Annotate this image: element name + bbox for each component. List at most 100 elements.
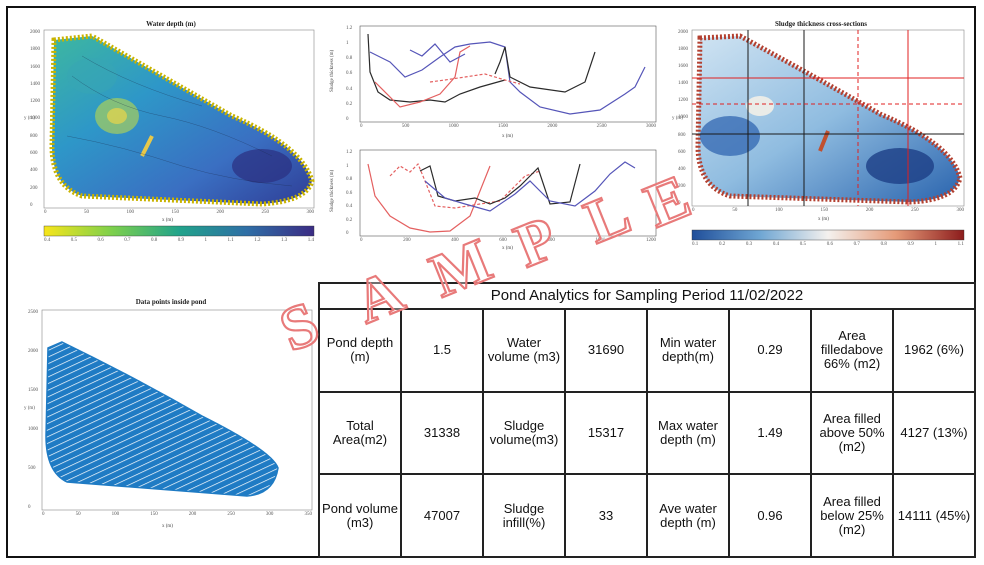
x-tick: 300 (265, 512, 274, 517)
data-points-plot (41, 309, 313, 511)
colorbar-tick: 0.7 (853, 242, 860, 247)
y-tick: 1200 (678, 98, 688, 104)
metric-value: 15317 (564, 390, 648, 476)
water-depth-map (43, 29, 315, 237)
data-points-ylabel: y (m) (24, 406, 35, 411)
colorbar-tick: 0.6 (826, 242, 833, 247)
y-tick: 0 (346, 231, 349, 236)
metric-value: 31338 (400, 390, 484, 476)
x-tick: 350 (304, 512, 312, 517)
analytics-title: Pond Analytics for Sampling Period 11/02… (318, 282, 976, 310)
colorbar-tick: 1.4 (307, 238, 314, 243)
table-row: Pond volume (m3) 47007 Sludge infill(%) … (318, 473, 976, 558)
water-depth-colorbar (43, 225, 315, 237)
metric-value: 4127 (13%) (892, 390, 976, 476)
cross-section-bottom-xlabel: x (m) (502, 246, 513, 251)
cross-section-top-ylabel: Sludge thickness (m) (330, 49, 335, 92)
water-depth-ylabel: y (m) (24, 116, 35, 121)
y-tick: 0.4 (346, 204, 353, 209)
metric-value: 1.49 (728, 390, 812, 476)
y-tick: 1000 (30, 116, 40, 122)
metric-value: 33 (564, 473, 648, 558)
x-tick: 800 (547, 238, 555, 243)
metric-value: 47007 (400, 473, 484, 558)
y-tick: 1500 (28, 388, 38, 393)
metric-label: Sludge infill(%) (482, 473, 566, 558)
y-tick: 0.2 (346, 101, 353, 107)
water-depth-colorbar-ticks: 0.4 0.5 0.6 0.7 0.8 0.9 1 1.1 1.2 1.3 1.… (44, 238, 314, 243)
y-tick: 800 (30, 133, 38, 139)
y-tick: 1400 (678, 81, 688, 87)
y-tick: 1800 (678, 47, 688, 53)
sludge-thickness-panel: Sludge thickness cross-sections (670, 16, 972, 252)
x-tick: 1000 (595, 238, 606, 243)
y-tick: 2500 (28, 310, 38, 315)
y-tick: 1200 (30, 99, 40, 105)
x-tick: 150 (150, 512, 158, 517)
data-points-xticks: 0 50 100 150 200 250 300 350 (42, 512, 312, 517)
metric-value: 31690 (564, 308, 648, 393)
metric-label: Total Area(m2) (318, 390, 402, 476)
y-tick: 1000 (28, 427, 38, 432)
sludge-thickness-xticks: 0 50 100 150 200 250 300 (692, 208, 964, 213)
sludge-colorbar (691, 229, 965, 241)
x-tick: 200 (216, 210, 225, 215)
cross-section-top-xticks: 0 500 1000 1500 2000 2500 3000 (360, 124, 656, 129)
x-tick: 50 (732, 208, 738, 213)
y-tick: 1.2 (346, 26, 353, 31)
colorbar-tick: 1.2 (254, 238, 261, 243)
x-tick: 2500 (596, 124, 607, 129)
x-tick: 200 (865, 208, 874, 213)
sludge-thickness-xlabel: x (m) (818, 217, 829, 222)
cross-section-bottom-panel: Sludge thickness (m) 0 200 400 600 800 1… (330, 146, 660, 256)
y-tick: 0 (30, 202, 33, 208)
colorbar-tick: 0.3 (745, 242, 753, 247)
x-tick: 600 (499, 238, 507, 243)
x-tick: 250 (261, 210, 270, 215)
y-tick: 1400 (30, 81, 40, 87)
x-tick: 0 (692, 208, 695, 213)
sludge-thickness-map (691, 29, 965, 241)
x-tick: 1200 (645, 238, 656, 243)
metric-label: Min water depth(m) (646, 308, 730, 393)
x-tick: 1500 (497, 124, 508, 129)
metric-value: 14111 (45%) (892, 473, 976, 558)
x-tick: 150 (820, 208, 828, 213)
colorbar-tick: 1.3 (281, 238, 288, 243)
colorbar-tick: 0.2 (718, 242, 726, 247)
colorbar-tick: 1.1 (957, 242, 964, 247)
metric-label: Water volume (m3) (482, 308, 566, 393)
colorbar-tick: 1 (934, 242, 937, 247)
metric-value: 0.96 (728, 473, 812, 558)
colorbar-tick: 1 (204, 238, 208, 243)
x-tick: 2000 (547, 124, 558, 129)
y-tick: 2000 (28, 349, 38, 354)
metric-label: Pond depth (m) (318, 308, 402, 393)
colorbar-tick: 0.7 (124, 238, 131, 243)
metric-label: Area filled below 25% (m2) (810, 473, 894, 558)
x-tick: 500 (401, 124, 410, 129)
x-tick: 100 (775, 208, 783, 213)
data-points-xlabel: x (m) (162, 524, 173, 529)
colorbar-tick: 0.4 (44, 238, 51, 243)
report-frame: Water depth (m) (6, 6, 976, 558)
x-tick: 50 (84, 210, 89, 215)
colorbar-tick: 0.6 (97, 238, 104, 243)
y-tick: 2000 (30, 30, 40, 35)
y-tick: 2000 (678, 30, 688, 35)
x-tick: 300 (956, 208, 964, 213)
table-row: Pond depth (m) 1.5 Water volume (m3) 316… (318, 308, 976, 393)
sludge-thickness-title: Sludge thickness cross-sections (774, 20, 868, 28)
water-depth-panel: Water depth (m) (22, 16, 320, 248)
table-row: Total Area(m2) 31338 Sludge volume(m3) 1… (318, 390, 976, 476)
metric-value: 1.5 (400, 308, 484, 393)
cross-section-bottom-plot (359, 149, 657, 237)
metric-value: 0.29 (728, 308, 812, 393)
y-tick: 200 (678, 183, 686, 189)
y-tick: 0.6 (346, 190, 353, 196)
y-tick: 1800 (30, 47, 40, 53)
data-points-title: Data points inside pond (135, 298, 207, 306)
water-depth-title: Water depth (m) (146, 20, 196, 28)
x-tick: 100 (126, 210, 135, 215)
y-tick: 1 (346, 41, 349, 47)
